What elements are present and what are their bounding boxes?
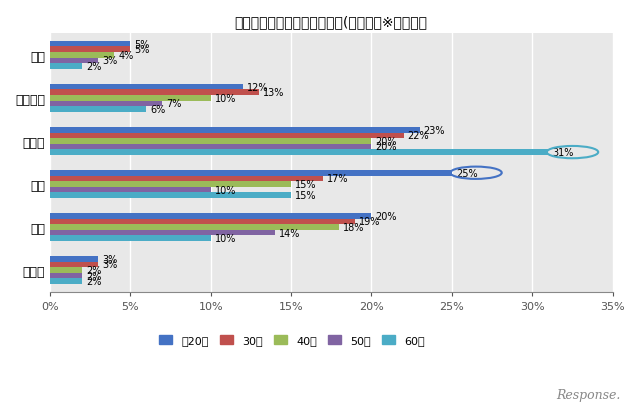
Text: 25%: 25%: [456, 169, 477, 178]
Bar: [50, 107, 147, 112]
Text: 20%: 20%: [376, 211, 397, 221]
Text: 14%: 14%: [279, 228, 300, 238]
Bar: [50, 42, 131, 47]
Text: 20%: 20%: [376, 137, 397, 146]
Bar: [50, 267, 82, 273]
Bar: [50, 236, 211, 241]
Bar: [50, 144, 371, 150]
Text: 3%: 3%: [102, 260, 117, 270]
Bar: [50, 230, 275, 236]
Text: 13%: 13%: [263, 88, 284, 98]
Text: Response.: Response.: [556, 388, 621, 401]
Text: 2%: 2%: [86, 62, 101, 72]
Bar: [50, 182, 291, 187]
Text: 3%: 3%: [102, 254, 117, 264]
Bar: [50, 53, 114, 58]
Bar: [50, 187, 211, 193]
Text: 7%: 7%: [166, 99, 182, 109]
Bar: [50, 96, 211, 101]
Bar: [50, 101, 163, 107]
Bar: [50, 279, 82, 284]
Text: 5%: 5%: [134, 40, 150, 49]
Bar: [50, 133, 404, 139]
Bar: [50, 128, 420, 133]
Bar: [50, 176, 323, 182]
Text: 12%: 12%: [247, 83, 268, 92]
Bar: [50, 225, 339, 230]
Text: 5%: 5%: [134, 45, 150, 55]
Text: 3%: 3%: [102, 56, 117, 66]
Bar: [50, 47, 131, 53]
Bar: [50, 85, 243, 90]
Bar: [50, 262, 98, 267]
Bar: [50, 150, 548, 155]
Text: 20%: 20%: [376, 142, 397, 152]
Text: 2%: 2%: [86, 276, 101, 286]
Text: 22%: 22%: [408, 131, 429, 141]
Bar: [50, 256, 98, 262]
Title: 苦手な運転技能は何ですか？(年代別）※複数回答: 苦手な運転技能は何ですか？(年代別）※複数回答: [235, 15, 428, 29]
Bar: [50, 139, 371, 144]
Text: 23%: 23%: [424, 126, 445, 135]
Text: 2%: 2%: [86, 271, 101, 281]
Bar: [50, 213, 371, 219]
Text: 18%: 18%: [343, 222, 365, 232]
Text: 17%: 17%: [327, 174, 349, 184]
Text: 31%: 31%: [552, 148, 573, 158]
Text: 6%: 6%: [150, 105, 166, 115]
Text: 10%: 10%: [214, 185, 236, 195]
Bar: [50, 58, 98, 64]
Text: 10%: 10%: [214, 94, 236, 103]
Bar: [50, 273, 82, 279]
Bar: [50, 90, 259, 96]
Text: 15%: 15%: [295, 180, 317, 189]
Text: 19%: 19%: [360, 217, 381, 227]
Text: 10%: 10%: [214, 234, 236, 243]
Bar: [50, 64, 82, 70]
Text: 15%: 15%: [295, 191, 317, 201]
Bar: [50, 193, 291, 198]
Legend: ～20代, 30代, 40代, 50代, 60代: ～20代, 30代, 40代, 50代, 60代: [155, 331, 429, 350]
Bar: [50, 171, 452, 176]
Text: 2%: 2%: [86, 265, 101, 275]
Text: 4%: 4%: [118, 51, 134, 61]
Bar: [50, 219, 355, 225]
